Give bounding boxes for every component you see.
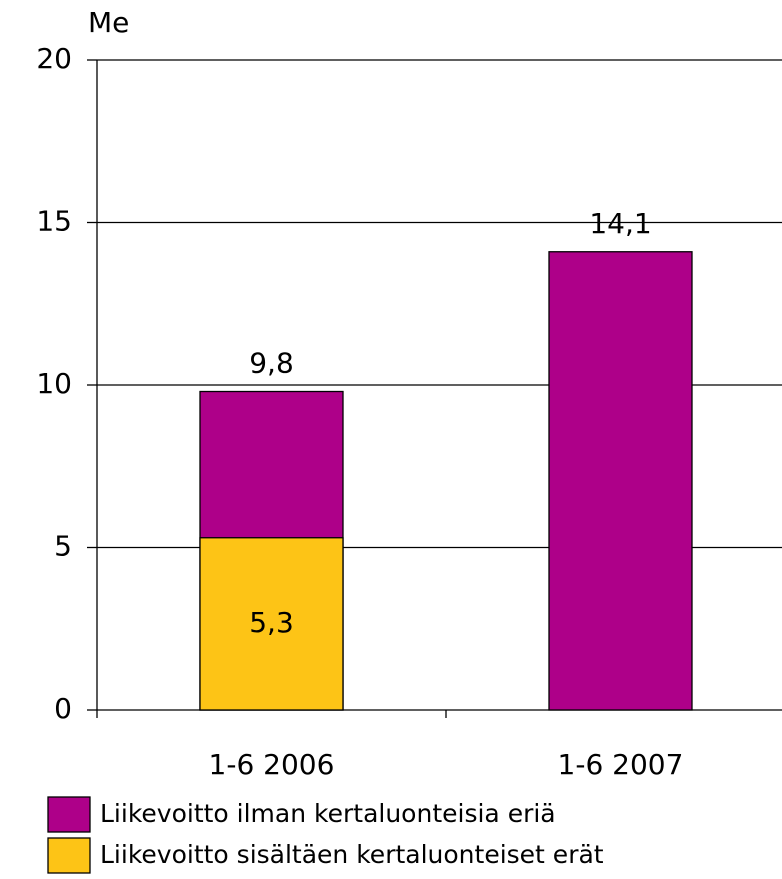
x-tick-label: 1-6 2006 — [209, 748, 335, 781]
legend-swatch — [47, 837, 91, 874]
y-tick-label: 10 — [36, 367, 72, 400]
legend-label: Liikevoitto ilman kertaluonteisia eriä — [100, 799, 556, 828]
bar — [199, 537, 344, 711]
value-label: 9,8 — [249, 347, 294, 380]
y-tick-label: 20 — [36, 42, 72, 75]
x-tick-label: 1-6 2007 — [558, 748, 684, 781]
value-label: 14,1 — [589, 207, 651, 240]
legend-swatch — [47, 796, 91, 833]
y-tick-label: 0 — [54, 692, 72, 725]
legend-label: Liikevoitto sisältäen kertaluonteiset er… — [100, 840, 604, 869]
y-tick-label: 5 — [54, 530, 72, 563]
value-label: 5,3 — [249, 606, 294, 639]
y-tick-label: 15 — [36, 205, 72, 238]
bar — [548, 251, 693, 711]
y-axis-label: Me — [88, 6, 129, 39]
